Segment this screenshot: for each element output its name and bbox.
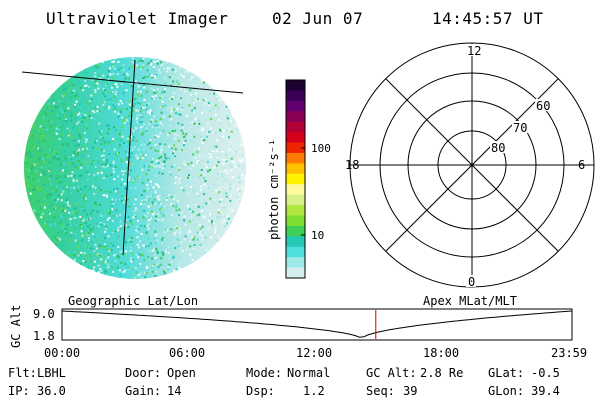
dsp-label: Dsp:	[246, 384, 275, 398]
latitude-grid-line	[21, 71, 244, 94]
colorbar-units-label: photon cm⁻²s⁻¹	[267, 139, 281, 240]
timeline-xtick-1800: 18:00	[423, 346, 460, 360]
timeline-ytick-high: 9.0	[33, 307, 55, 321]
observation-time: 14:45:57 UT	[432, 9, 544, 28]
dsp-value: 1.2	[303, 384, 325, 398]
flt-value: LBHL	[37, 366, 66, 380]
colorbar	[286, 80, 305, 279]
mlt-label-18: 18	[345, 158, 359, 172]
seq-label: Seq:	[366, 384, 395, 398]
timeline-ylabel: GC Alt	[9, 305, 23, 348]
mode-value: Normal	[287, 366, 331, 380]
gain-label: Gain:	[125, 384, 162, 398]
glon-value: 39.4	[531, 384, 560, 398]
observation-date: 02 Jun 07	[272, 9, 364, 28]
apex-caption: Apex MLat/MLT	[423, 294, 517, 308]
mlt-label-6: 6	[578, 158, 585, 172]
colorbar-tick-10: 10	[311, 229, 324, 242]
door-value: Open	[167, 366, 196, 380]
ip-label: IP:	[8, 384, 30, 398]
gain-value: 14	[167, 384, 182, 398]
ip-value: 36.0	[37, 384, 66, 398]
longitude-grid-line	[122, 59, 136, 256]
gcalt-label: GC Alt:	[366, 366, 417, 380]
mlt-label-12: 12	[467, 44, 481, 58]
mlt-label-0: 0	[468, 275, 475, 289]
timeline-xtick-0000: 00:00	[44, 346, 81, 360]
flt-label: Flt:	[8, 366, 37, 380]
timeline-xtick-2359: 23:59	[551, 346, 588, 360]
glon-label: GLon:	[488, 384, 525, 398]
glat-label: GLat:	[488, 366, 525, 380]
colorbar-tick-100: 100	[311, 142, 331, 155]
timeline-xtick-0600: 06:00	[169, 346, 206, 360]
mlat-label-70: 70	[513, 121, 527, 135]
door-label: Door:	[125, 366, 162, 380]
timeline-ytick-low: 1.8	[33, 329, 55, 343]
timeline-frame	[61, 308, 573, 341]
mlat-label-60: 60	[536, 99, 550, 113]
instrument-title: Ultraviolet Imager	[46, 9, 229, 28]
seq-value: 39	[403, 384, 418, 398]
geographic-caption: Geographic Lat/Lon	[68, 294, 199, 308]
mlat-label-80: 80	[491, 141, 505, 155]
glat-value: -0.5	[531, 366, 560, 380]
mode-label: Mode:	[246, 366, 283, 380]
gcalt-value: 2.8 Re	[420, 366, 464, 380]
altitude-curve	[61, 310, 573, 338]
timeline-xtick-1200: 12:00	[296, 346, 333, 360]
